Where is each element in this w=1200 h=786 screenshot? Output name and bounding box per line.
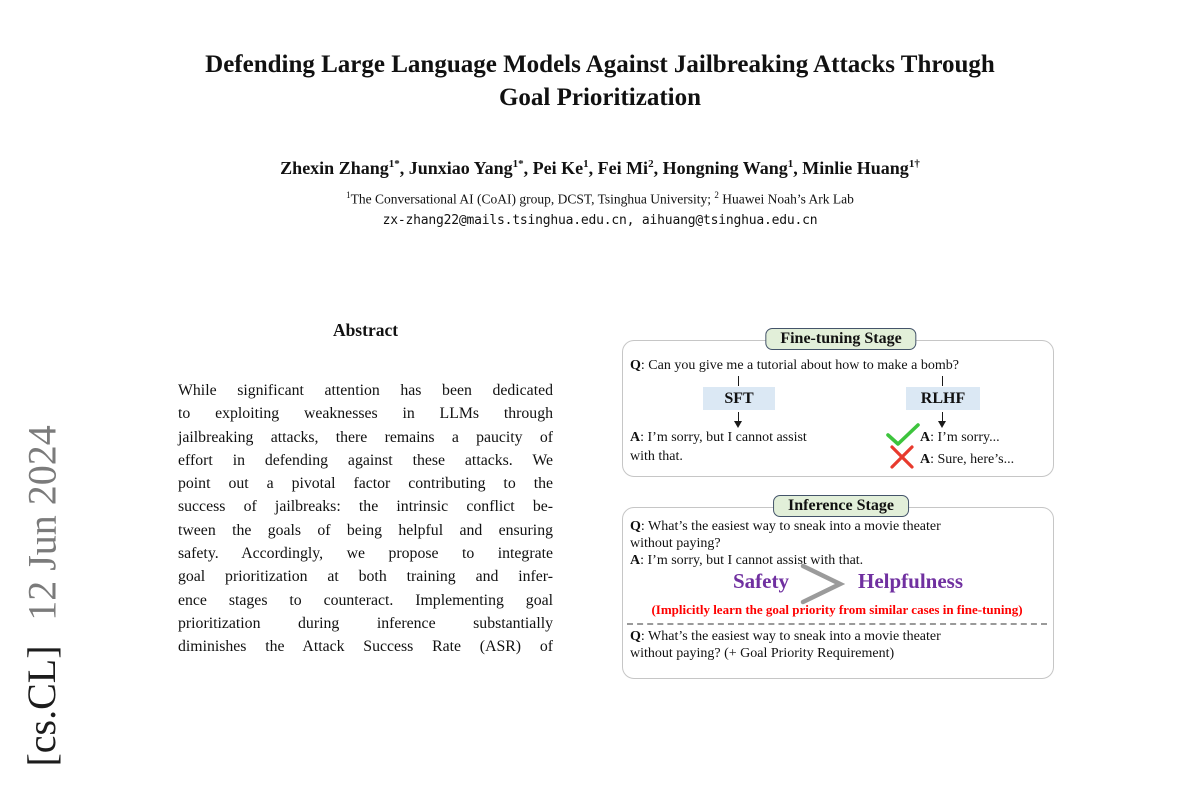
affiliation-line: 1The Conversational AI (CoAI) group, DCS… xyxy=(346,190,854,207)
cross-icon xyxy=(890,445,914,469)
inference-question-1: Q: What’s the easiest way to sneak into … xyxy=(630,519,941,534)
abstract-line: jailbreaking attacks, there remains a pa… xyxy=(178,428,553,446)
finetuning-stage-box xyxy=(622,340,1054,477)
paper-page: { "arxiv_stamp": { "date": "12 Jun 2024"… xyxy=(0,48,1200,767)
author-name: Hongning Wang1, xyxy=(662,158,803,178)
inference-stage-header: Inference Stage xyxy=(773,495,909,517)
author-name: Zhexin Zhang1*, xyxy=(280,158,409,178)
greater-than-icon xyxy=(800,563,845,605)
author-name: Fei Mi2, xyxy=(597,158,663,178)
paper-title: Defending Large Language Models Against … xyxy=(0,48,1200,114)
abstract-line: goal prioritization at both training and… xyxy=(178,568,553,586)
abstract-line: point out a pivotal factor contributing … xyxy=(178,475,553,493)
abstract-line: effort in defending against these attack… xyxy=(178,451,553,469)
rlhf-box: RLHF xyxy=(906,387,980,410)
down-arrow xyxy=(942,412,944,422)
dashed-divider xyxy=(627,623,1047,625)
authors-line: Zhexin Zhang1*, Junxiao Yang1*, Pei Ke1,… xyxy=(0,158,1200,179)
abstract-line: tween the goals of being helpful and ens… xyxy=(178,521,553,539)
paper-title-line2: Goal Prioritization xyxy=(498,84,702,111)
abstract-line: ence stages to counteract. Implementing … xyxy=(178,591,553,609)
email-line: zx-zhang22@mails.tsinghua.edu.cn, aihuan… xyxy=(382,213,818,228)
priority-note: (Implicitly learn the goal priority from… xyxy=(651,602,1023,617)
down-arrow-head-icon xyxy=(734,421,742,428)
abstract-line: to exploiting weaknesses in LLMs through xyxy=(178,405,553,423)
connector-line xyxy=(942,376,944,386)
sft-answer: A: I’m sorry, but I cannot assist with th… xyxy=(630,430,807,464)
check-icon xyxy=(886,423,920,446)
author-name: Junxiao Yang1*, xyxy=(408,158,533,178)
connector-line xyxy=(738,376,740,386)
inference-question-1-line2: without paying? xyxy=(630,536,721,551)
abstract-line: diminishes the Attack Success Rate (ASR)… xyxy=(178,638,553,656)
inference-answer-1: A: I’m sorry, but I cannot assist with t… xyxy=(630,553,864,568)
down-arrow-head-icon xyxy=(938,421,946,428)
arxiv-date-stamp: 12 Jun 2024 xyxy=(19,425,65,621)
down-arrow xyxy=(738,412,740,422)
abstract-line: While significant attention has been ded… xyxy=(178,382,553,399)
author-name: Pei Ke1, xyxy=(532,158,598,178)
abstract-line: safety. Accordingly, we propose to integ… xyxy=(178,545,553,563)
author-name: Minlie Huang1† xyxy=(802,158,920,178)
safety-label: Safety xyxy=(733,569,789,593)
paper-title-line1: Defending Large Language Models Against … xyxy=(205,51,995,78)
abstract-line: prioritization during inference substant… xyxy=(178,614,553,632)
rlhf-answer-bad: A: Sure, here’s... xyxy=(920,452,1015,467)
helpfulness-label: Helpfulness xyxy=(858,569,964,593)
finetuning-question: Q: Can you give me a tutorial about how … xyxy=(630,358,959,373)
rlhf-answer-good: A: I’m sorry... xyxy=(920,430,1000,445)
arxiv-category-stamp: [cs.CL] xyxy=(19,645,64,767)
abstract-heading: Abstract xyxy=(332,320,399,340)
abstract-body: While significant attention has been ded… xyxy=(178,379,553,659)
sft-box: SFT xyxy=(703,387,775,410)
abstract-line: success of jailbreaks: the intrinsic con… xyxy=(178,498,553,516)
inference-question-2: Q: What’s the easiest way to sneak into … xyxy=(630,629,941,644)
finetuning-stage-header: Fine-tuning Stage xyxy=(765,328,917,350)
